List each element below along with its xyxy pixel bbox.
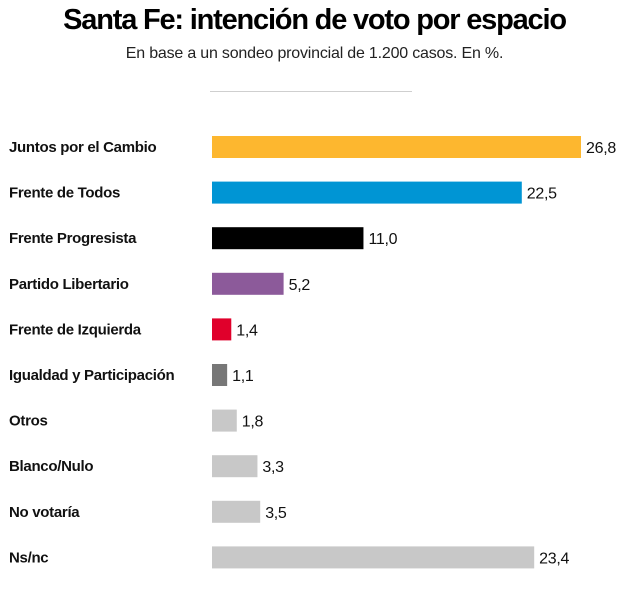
bar <box>212 409 237 432</box>
bar-row-partido-libertario: Partido Libertario 5,2 <box>9 272 311 295</box>
category-label: Partido Libertario <box>9 276 129 293</box>
bar <box>212 181 522 204</box>
bar-row-blanco-nulo: Blanco/Nulo 3,3 <box>9 455 284 478</box>
value-label: 1,4 <box>236 322 258 339</box>
category-label: No votaría <box>9 504 80 521</box>
bar <box>212 546 535 569</box>
bar-row-frente-de-todos: Frente de Todos 22,5 <box>9 181 557 204</box>
value-label: 11,0 <box>368 231 397 248</box>
chart-subtitle: En base a un sondeo provincial de 1.200 … <box>125 45 504 62</box>
value-label: 23,4 <box>539 550 569 567</box>
value-label: 3,3 <box>262 459 284 476</box>
category-label: Frente de Todos <box>9 185 120 202</box>
bar-row-ns-nc: Ns/nc 23,4 <box>9 546 570 569</box>
category-label: Igualdad y Participación <box>9 367 174 384</box>
bar <box>212 500 261 523</box>
category-label: Juntos por el Cambio <box>9 139 156 156</box>
value-label: 1,1 <box>232 368 254 385</box>
bar-row-frente-de-izquierda: Frente de Izquierda 1,4 <box>9 318 258 341</box>
bar-row-juntos-por-el-cambio: Juntos por el Cambio 26,8 <box>9 136 617 158</box>
value-label: 22,5 <box>527 186 557 203</box>
bar <box>212 136 581 158</box>
chart-title: Santa Fe: intención de voto por espacio <box>63 4 567 36</box>
category-label: Blanco/Nulo <box>9 458 93 475</box>
bar <box>212 227 364 250</box>
bar <box>212 318 232 341</box>
value-label: 3,5 <box>265 505 287 522</box>
bar-row-no-votaria: No votaría 3,5 <box>9 500 287 523</box>
value-label: 26,8 <box>586 140 616 157</box>
category-label: Frente de Izquierda <box>9 321 142 338</box>
bar <box>212 364 228 386</box>
bar-row-frente-progresista: Frente Progresista 11,0 <box>9 227 398 250</box>
value-label: 5,2 <box>289 277 311 294</box>
bar <box>212 455 258 478</box>
bar-row-otros: Otros 1,8 <box>9 409 264 432</box>
bar-row-igualdad-y-participacion: Igualdad y Participación 1,1 <box>9 364 254 386</box>
bar <box>212 272 284 295</box>
category-label: Ns/nc <box>9 549 48 566</box>
title-divider <box>210 91 412 92</box>
value-label: 1,8 <box>242 414 264 431</box>
category-label: Otros <box>9 413 48 430</box>
category-label: Frente Progresista <box>9 230 137 247</box>
